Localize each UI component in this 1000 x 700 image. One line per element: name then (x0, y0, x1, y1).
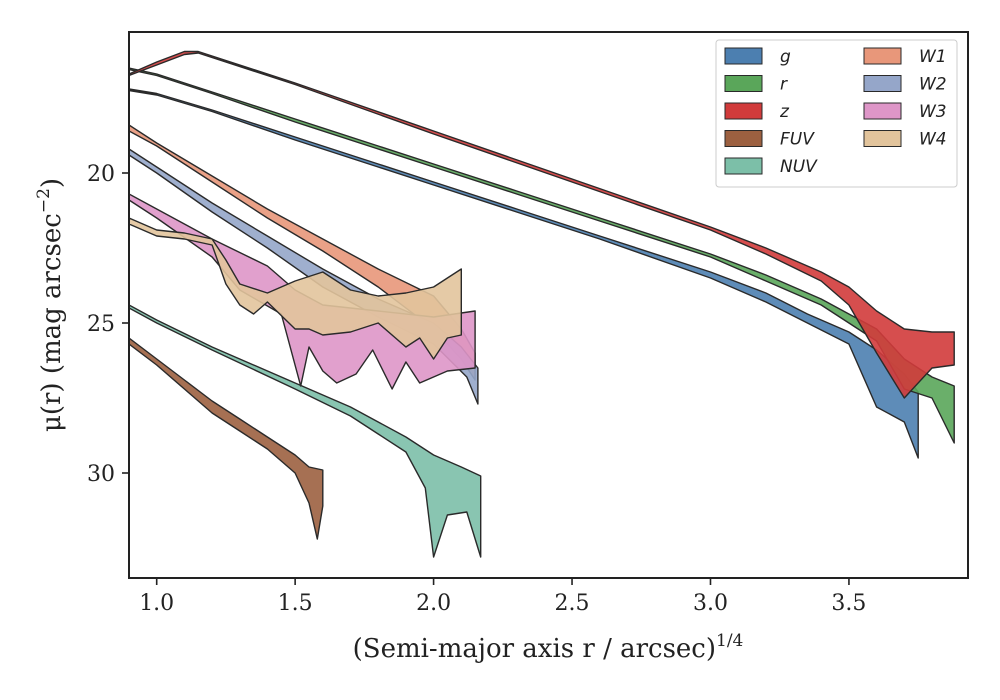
legend: grz FUV NUV W1 W2 W3 W4 (715, 39, 958, 188)
legend-label: NUV (780, 157, 818, 177)
legend-label: W2 (919, 75, 947, 95)
y-tick-label: 20 (87, 162, 115, 187)
band-fuv (129, 337, 324, 540)
legend-label: W3 (919, 102, 947, 122)
legend-label: W4 (919, 130, 947, 150)
legend-item-w2: W2 (863, 75, 947, 95)
band-w4 (129, 217, 462, 360)
x-tick-label: 2.0 (416, 591, 451, 616)
legend-label: W1 (919, 47, 947, 67)
x-tick-label: 1.0 (139, 591, 174, 616)
legend-swatch (863, 130, 902, 147)
legend-item-fuv: FUV (724, 130, 815, 150)
legend-swatch (724, 47, 763, 65)
legend-swatch (724, 130, 763, 147)
legend-item-w4: W4 (863, 130, 947, 150)
x-tick-label: 1.5 (278, 591, 313, 616)
y-tick-label: 30 (87, 462, 115, 487)
x-tick-label: 2.5 (555, 591, 590, 616)
legend-swatch (724, 157, 763, 175)
band-nuv (129, 304, 482, 558)
legend-item-g: g (724, 47, 791, 67)
plot-frame (128, 31, 969, 579)
legend-label: z (779, 102, 790, 122)
legend-item-nuv: NUV (724, 157, 818, 177)
band-r (129, 67, 955, 444)
legend-label: FUV (780, 130, 815, 150)
x-tick-label: 3.0 (693, 591, 728, 616)
legend-item-r: r (724, 75, 788, 95)
legend-swatch (863, 47, 902, 65)
x-axis-ticks: 1.0 1.5 2.0 2.5 3.0 3.5 (139, 578, 866, 616)
band-w2 (129, 148, 479, 405)
profile-bands (129, 50, 955, 558)
legend-label: g (780, 47, 791, 67)
legend-swatch (724, 75, 763, 92)
legend-swatch (863, 102, 902, 120)
y-axis-title: μ(r) (mag arcsec−2) (34, 178, 67, 432)
x-axis-title: (Semi-major axis r / arcsec)1/4 (353, 631, 744, 664)
y-axis-ticks: 20 25 30 (87, 162, 129, 487)
band-z (129, 50, 955, 399)
legend-swatch (863, 75, 902, 92)
y-tick-label: 25 (87, 312, 115, 337)
legend-item-w3: W3 (863, 102, 947, 122)
legend-swatch (724, 102, 763, 120)
x-tick-label: 3.5 (831, 591, 866, 616)
legend-label: r (780, 75, 788, 95)
band-g (129, 88, 919, 459)
legend-item-z: z (724, 102, 790, 122)
legend-item-w1: W1 (863, 47, 947, 67)
